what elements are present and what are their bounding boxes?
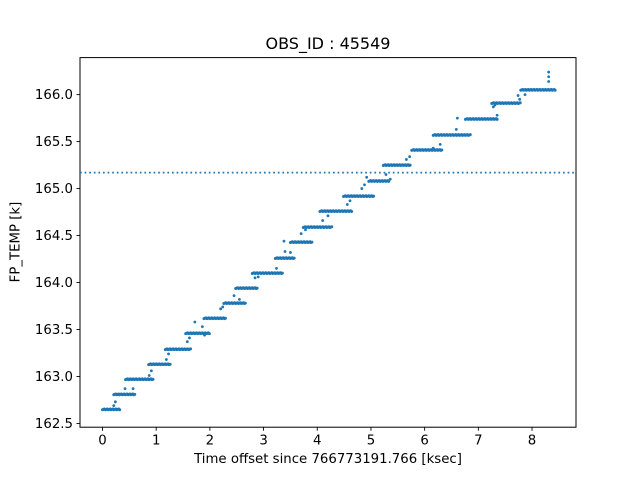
transition-dot	[188, 336, 191, 340]
transition-dot	[113, 400, 117, 404]
axes-frame	[79, 57, 577, 428]
transition-dot	[221, 305, 225, 309]
transition-dot	[491, 105, 495, 109]
data-dot	[223, 316, 227, 320]
transition-dot	[167, 352, 170, 356]
transition-dot	[185, 340, 189, 344]
x-tick-label: 5	[367, 434, 375, 449]
transition-dot	[495, 113, 499, 117]
transition-dot	[547, 70, 551, 74]
transition-dot	[203, 333, 206, 337]
transition-dot	[200, 325, 204, 329]
transition-dot	[321, 219, 325, 222]
data-dot	[168, 362, 172, 366]
y-tick-label: 165.5	[35, 135, 73, 150]
x-axis-label: Time offset since 766773191.766 [ksec]	[194, 452, 462, 467]
data-dot	[189, 347, 193, 351]
transition-dot	[454, 127, 458, 131]
transition-dot	[149, 369, 153, 373]
transition-dot	[256, 275, 260, 279]
transition-dot	[348, 199, 352, 203]
data-dot	[408, 163, 412, 167]
transition-dot	[547, 75, 551, 79]
y-tick-label: 164.0	[35, 276, 73, 291]
data-dot	[243, 301, 247, 305]
transition-dot	[438, 143, 442, 146]
y-tick-label: 166.0	[35, 88, 73, 103]
transition-dot	[147, 374, 151, 377]
x-tick-label: 6	[420, 434, 428, 449]
x-tick-label: 1	[152, 434, 160, 449]
transition-dot	[518, 97, 522, 101]
transition-dot	[365, 175, 369, 179]
data-dot	[280, 271, 284, 275]
data-dot	[468, 133, 472, 137]
transition-dot	[232, 294, 236, 298]
data-dot	[292, 256, 296, 260]
transition-dot	[360, 187, 364, 190]
data-dot	[518, 101, 522, 105]
x-tick-label: 0	[98, 434, 106, 449]
transition-dot	[299, 232, 303, 236]
transition-dot	[493, 103, 497, 107]
y-tick-label: 163.0	[35, 370, 73, 385]
transition-dot	[193, 320, 197, 324]
y-axis-ticks: 162.5 163.0 163.5 164.0 164.5 165.0 165.5 166.0	[35, 88, 80, 432]
data-dot	[553, 88, 557, 92]
data-dot	[372, 194, 376, 198]
x-tick-label: 3	[259, 434, 267, 449]
transition-dot	[289, 251, 292, 254]
transition-points	[112, 70, 551, 407]
data-dot	[495, 117, 499, 121]
transition-dot	[164, 358, 168, 361]
transition-dot	[238, 298, 241, 301]
data-dot	[255, 286, 259, 290]
transition-dot	[455, 116, 459, 120]
chart-title: OBS_ID : 45549	[265, 34, 391, 53]
transition-dot	[131, 387, 135, 391]
transition-dot	[326, 214, 330, 218]
data-dot	[440, 148, 444, 152]
x-tick-label: 7	[474, 434, 482, 449]
transition-dot	[523, 93, 527, 97]
y-tick-label: 163.5	[35, 323, 73, 338]
transition-dot	[363, 183, 366, 187]
x-tick-label: 8	[528, 434, 536, 449]
data-dot	[350, 209, 354, 213]
transition-dot	[112, 404, 116, 407]
transition-dot	[275, 267, 278, 270]
data-dot	[151, 377, 155, 381]
y-tick-label: 164.5	[35, 229, 73, 244]
y-tick-label: 162.5	[35, 417, 73, 432]
transition-dot	[408, 155, 412, 159]
transition-dot	[304, 228, 307, 232]
data-dot	[118, 408, 122, 412]
data-points	[100, 88, 557, 412]
transition-dot	[516, 94, 520, 97]
x-axis-ticks: 0 1 2 3 4 5 6 7 8	[98, 427, 536, 449]
data-dot	[310, 240, 314, 244]
transition-dot	[388, 177, 392, 181]
data-dot	[207, 332, 211, 336]
transition-dot	[384, 173, 388, 176]
data-dot	[330, 225, 334, 229]
y-tick-label: 165.0	[35, 182, 73, 197]
transition-dot	[345, 203, 349, 206]
data-dot	[133, 392, 137, 396]
transition-dot	[431, 146, 435, 150]
transition-dot	[404, 158, 408, 161]
transition-dot	[219, 307, 223, 311]
transition-dot	[547, 80, 551, 83]
transition-dot	[123, 387, 127, 391]
x-tick-label: 4	[313, 434, 321, 449]
plot-frame	[79, 57, 577, 428]
transition-dot	[253, 276, 257, 280]
transition-dot	[283, 250, 287, 253]
x-tick-label: 2	[206, 434, 214, 449]
transition-dot	[282, 239, 286, 243]
data-dot	[387, 179, 391, 183]
